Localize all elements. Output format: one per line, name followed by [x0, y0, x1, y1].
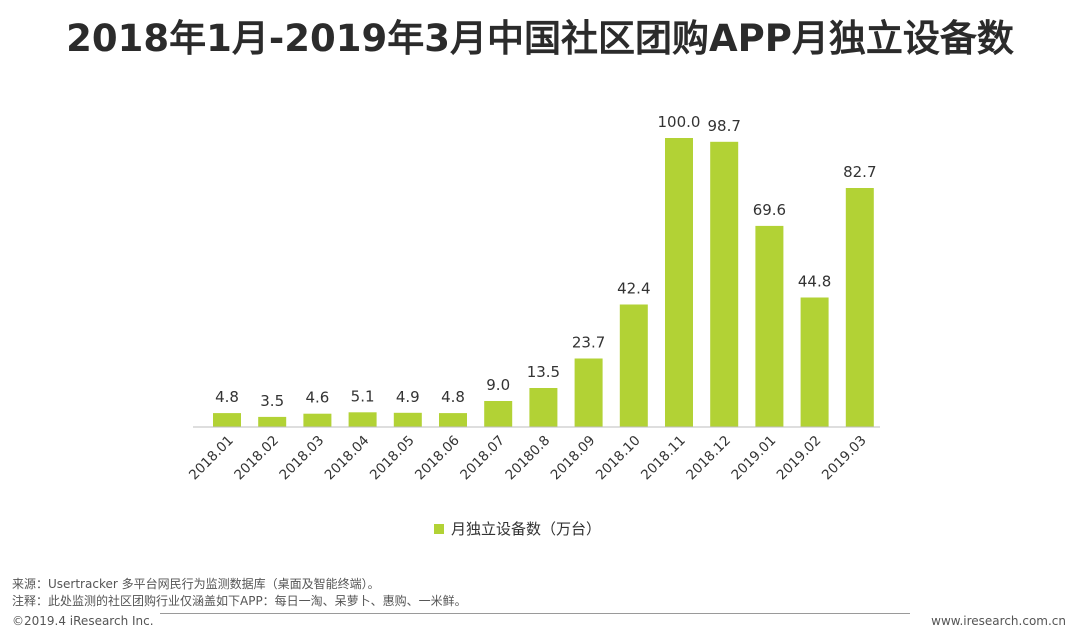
x-tick-label-2019.03: 2019.03	[819, 433, 870, 484]
x-tick-label-2018.09: 2018.09	[548, 433, 599, 484]
value-label-2018.11: 100.0	[658, 113, 701, 131]
value-label-2018.01: 4.8	[215, 388, 239, 406]
bar-2019.01	[755, 225, 784, 427]
x-tick-label-2018.11: 2018.11	[638, 433, 689, 484]
scope-note: 注释：此处监测的社区团购行业仅涵盖如下APP：每日一淘、呆萝卜、惠购、一米鲜。	[12, 594, 467, 608]
x-tick-label-20180.8: 20180.8	[502, 433, 553, 484]
chart-title: 2018年1月-2019年3月中国社区团购APP月独立设备数	[66, 17, 1014, 60]
bar-2019.02	[800, 297, 829, 427]
bar-20180.8	[529, 388, 558, 427]
legend-label: 月独立设备数（万台）	[451, 520, 602, 538]
bar-2018.01	[213, 413, 241, 427]
tick-labels-group: 2018.012018.022018.032018.042018.052018.…	[186, 433, 870, 484]
bar-2018.10	[619, 304, 648, 427]
value-label-2019.02: 44.8	[798, 273, 831, 291]
bar-2018.07	[484, 401, 513, 427]
value-labels-group: 4.8 3.5 4.6 5.1 4.9 4.8 9.0 13.5 23.7 42.4 100.0 98…	[215, 113, 876, 410]
website-link[interactable]: www.iresearch.com.cn	[931, 614, 1066, 628]
value-label-2018.02: 3.5	[260, 392, 284, 410]
value-label-2018.04: 5.1	[351, 387, 375, 405]
copyright: ©2019.4 iResearch Inc.	[12, 614, 154, 628]
bars-group	[213, 138, 874, 428]
bar-2018.05	[393, 412, 422, 427]
bar-2018.12	[710, 141, 739, 428]
bar-2018.04	[348, 412, 377, 427]
x-tick-label-2018.04: 2018.04	[322, 433, 373, 484]
bar-2018.02	[258, 416, 287, 427]
x-tick-label-2018.07: 2018.07	[457, 433, 508, 484]
source-note: 来源：Usertracker 多平台网民行为监测数据库（桌面及智能终端）。	[12, 577, 380, 591]
value-label-2018.10: 42.4	[617, 280, 650, 298]
x-tick-label-2018.10: 2018.10	[593, 433, 644, 484]
value-label-2018.06: 4.8	[441, 388, 465, 406]
x-tick-label-2019.01: 2019.01	[728, 433, 779, 484]
value-label-2019.01: 69.6	[753, 201, 786, 219]
x-tick-label-2018.01: 2018.01	[186, 433, 237, 484]
bar-2019.03	[845, 188, 874, 427]
legend: 月独立设备数（万台）	[434, 518, 601, 539]
bar-2018.09	[574, 358, 603, 427]
x-tick-label-2018.03: 2018.03	[276, 433, 327, 484]
x-tick-label-2018.06: 2018.06	[412, 433, 463, 484]
value-label-2018.09: 23.7	[572, 334, 605, 352]
x-tick-label-2018.05: 2018.05	[367, 433, 418, 484]
footer-divider	[160, 613, 910, 614]
value-label-20180.8: 13.5	[527, 363, 560, 381]
bar-2018.06	[439, 413, 467, 427]
x-tick-label-2019.02: 2019.02	[774, 433, 825, 484]
bar-2018.11	[665, 138, 693, 427]
value-label-2018.03: 4.6	[305, 389, 329, 407]
value-label-2018.05: 4.9	[396, 388, 420, 406]
bar-2018.03	[303, 413, 332, 427]
value-label-2019.03: 82.7	[843, 163, 876, 181]
x-tick-label-2018.02: 2018.02	[231, 433, 282, 484]
value-label-2018.07: 9.0	[486, 376, 510, 394]
x-tick-label-2018.12: 2018.12	[683, 433, 734, 484]
legend-swatch	[434, 523, 444, 534]
value-label-2018.12: 98.7	[707, 117, 740, 135]
